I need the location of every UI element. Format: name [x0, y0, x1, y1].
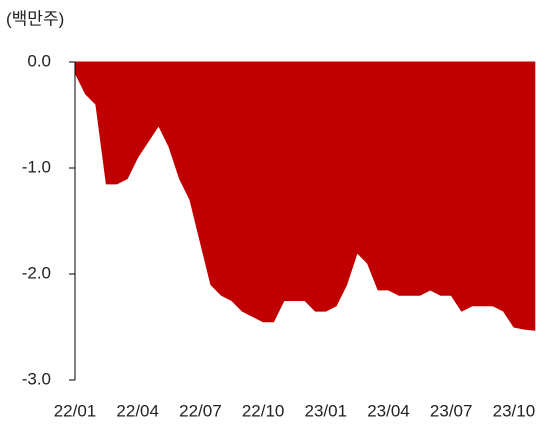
x-tick-label: 23/01 — [305, 401, 348, 420]
y-tick-label: -2.0 — [22, 263, 51, 282]
x-tick-label: 23/04 — [367, 401, 410, 420]
x-tick-label: 22/01 — [54, 401, 97, 420]
x-tick-label: 23/07 — [430, 401, 473, 420]
y-tick-label: -3.0 — [22, 369, 51, 388]
x-tick-label: 23/10 — [493, 401, 536, 420]
x-tick-label: 22/10 — [242, 401, 285, 420]
y-tick-label: 0.0 — [27, 51, 51, 70]
x-tick-label: 22/04 — [116, 401, 159, 420]
y-tick-label: -1.0 — [22, 157, 51, 176]
area — [74, 61, 536, 331]
y-axis-label: (백만주) — [6, 9, 64, 28]
x-tick-label: 22/07 — [179, 401, 222, 420]
